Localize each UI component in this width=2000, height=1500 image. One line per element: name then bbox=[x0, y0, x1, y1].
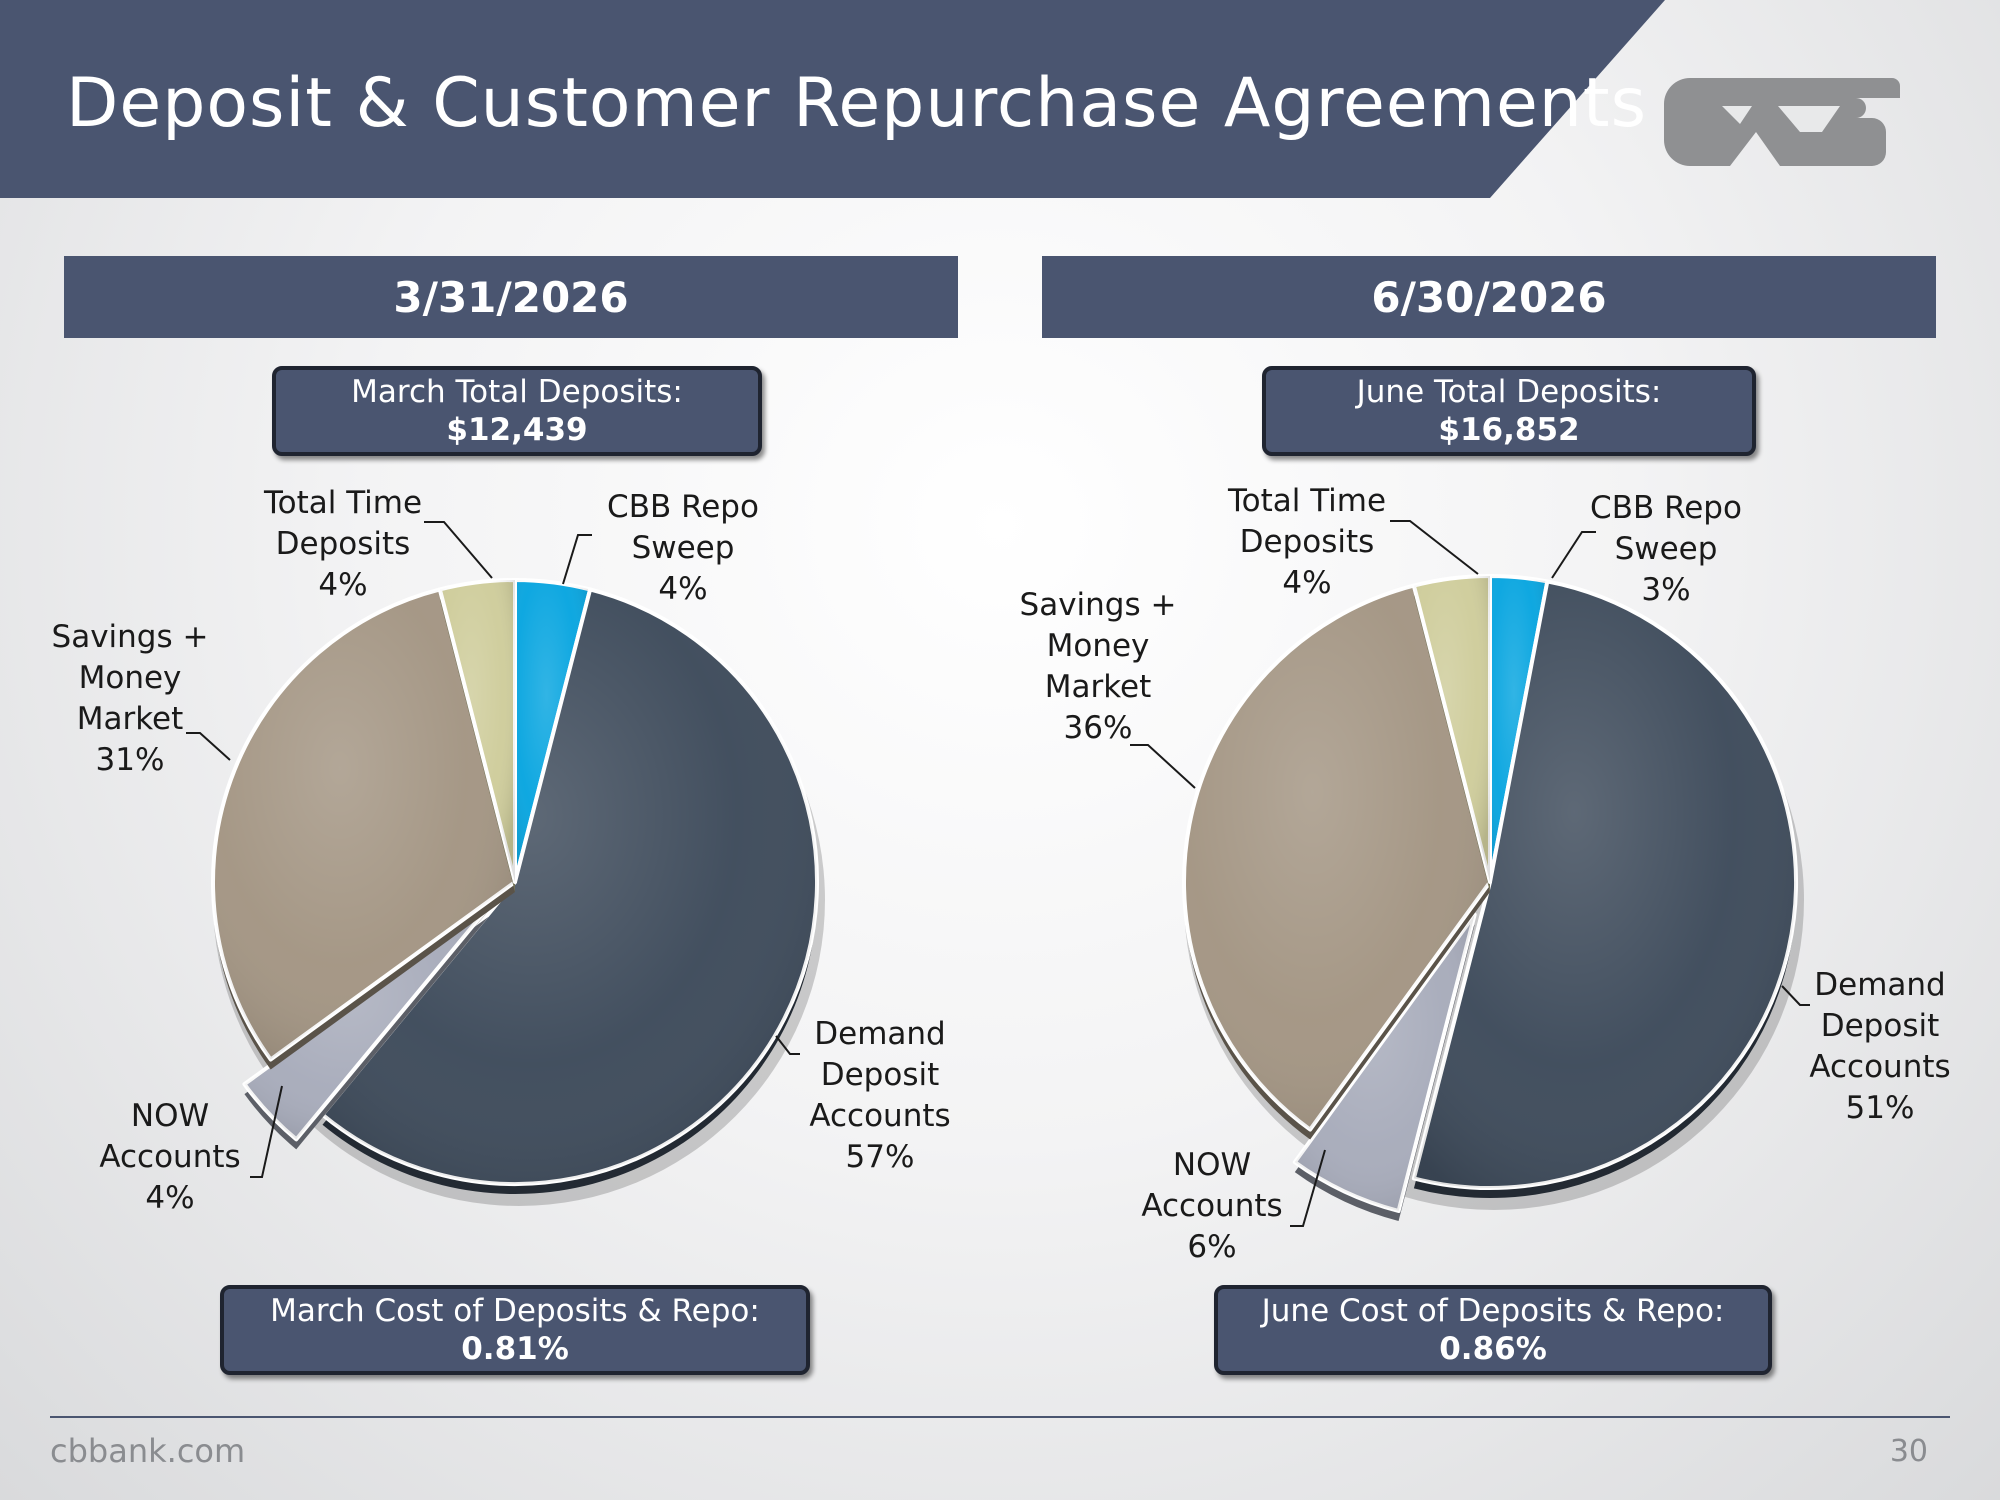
slice-label-time: Total Time Deposits 4% bbox=[263, 485, 422, 603]
slice-label-line: Accounts bbox=[99, 1139, 240, 1175]
header-band: Deposit & Customer Repurchase Agreements bbox=[0, 0, 2000, 200]
leader-line-time bbox=[1390, 520, 1479, 575]
leader-line-demand bbox=[1781, 985, 1810, 1006]
slice-label-line: Deposits bbox=[276, 526, 411, 562]
page-number: 30 bbox=[1889, 1434, 1928, 1469]
leader-line-demand bbox=[775, 1035, 800, 1055]
march-total-deposits-callout: March Total Deposits: $12,439 bbox=[272, 366, 762, 456]
bank-logo bbox=[1664, 78, 1900, 166]
march-pie-chart: CBB Repo Sweep 4% Demand Deposit Accounts 57% N… bbox=[52, 485, 951, 1216]
slice-label-line: Sweep bbox=[632, 530, 735, 566]
june-cost-value: 0.86% bbox=[1439, 1331, 1547, 1367]
pie-slice-sheen-time bbox=[439, 580, 515, 882]
slice-label-line: Total Time bbox=[263, 485, 422, 521]
march-total-value: $12,439 bbox=[446, 412, 588, 448]
slice-label-line: 51% bbox=[1846, 1090, 1915, 1126]
june-cost-callout: June Cost of Deposits & Repo: 0.86% bbox=[1214, 1285, 1772, 1375]
slice-label-line: 31% bbox=[96, 742, 165, 778]
march-cost-callout: March Cost of Deposits & Repo: 0.81% bbox=[220, 1285, 810, 1375]
slice-label-line: 57% bbox=[846, 1139, 915, 1175]
pie-slice-sheen-time bbox=[1413, 576, 1490, 882]
slice-label-line: Sweep bbox=[1615, 531, 1718, 567]
pie-slice-sheen-now bbox=[244, 906, 489, 1140]
slice-label-line: Demand bbox=[814, 1016, 945, 1052]
slice-label-line: Demand bbox=[1814, 967, 1945, 1003]
june-cost-label: June Cost of Deposits & Repo: bbox=[1261, 1293, 1725, 1329]
leader-line-savings bbox=[186, 732, 231, 761]
slice-label-line: Accounts bbox=[809, 1098, 950, 1134]
pie-slice-sheen-savings bbox=[1183, 585, 1490, 1130]
slice-label-line: 36% bbox=[1064, 710, 1133, 746]
pie-charts: CBB Repo Sweep 4% Demand Deposit Accounts 57% N… bbox=[52, 483, 1951, 1265]
panel-header-june: 6/30/2026 bbox=[1042, 256, 1936, 338]
june-total-value: $16,852 bbox=[1438, 412, 1580, 448]
june-pie-chart: CBB Repo Sweep 3% Demand Deposit Accounts 51% N… bbox=[1020, 483, 1951, 1265]
slice-label-line: Accounts bbox=[1809, 1049, 1950, 1085]
leader-line-now bbox=[1290, 1149, 1326, 1227]
logo-mark bbox=[1664, 78, 1900, 166]
slice-label-line: Savings + bbox=[52, 619, 209, 655]
slice-label-demand: Demand Deposit Accounts 51% bbox=[1809, 967, 1950, 1126]
june-total-deposits-callout: June Total Deposits: $16,852 bbox=[1262, 366, 1756, 456]
slice-label-line: 4% bbox=[318, 567, 367, 603]
slice-label-line: Market bbox=[77, 701, 184, 737]
march-total-label: March Total Deposits: bbox=[351, 374, 683, 410]
leader-line-repo bbox=[1551, 531, 1596, 579]
slice-label-line: 6% bbox=[1187, 1229, 1236, 1265]
pie-slice-sheen-demand bbox=[1413, 581, 1797, 1188]
slice-label-now: NOW Accounts 6% bbox=[1141, 1147, 1282, 1265]
slice-label-savings: Savings + Money Market 31% bbox=[52, 619, 209, 778]
leader-line-time bbox=[424, 521, 493, 579]
header-band-shape bbox=[0, 0, 1665, 198]
slice-label-line: Deposit bbox=[1821, 1008, 1940, 1044]
leader-line-repo bbox=[562, 534, 592, 585]
footer-divider bbox=[50, 1416, 1950, 1418]
slice-label-repo: CBB Repo Sweep 4% bbox=[607, 489, 759, 607]
leader-line-savings bbox=[1130, 744, 1196, 789]
panel-header-march: 3/31/2026 bbox=[64, 256, 958, 338]
slice-label-line: 3% bbox=[1641, 572, 1690, 608]
logo-notch bbox=[1708, 106, 1840, 132]
march-cost-value: 0.81% bbox=[461, 1331, 569, 1367]
slice-label-line: 4% bbox=[1282, 565, 1331, 601]
slice-label-line: Deposits bbox=[1240, 524, 1375, 560]
slice-label-line: NOW bbox=[131, 1098, 209, 1134]
slice-label-line: 4% bbox=[658, 571, 707, 607]
header-band-polygon bbox=[0, 0, 1665, 198]
footer-website-link[interactable]: cbbank.com bbox=[50, 1432, 246, 1470]
slice-label-repo: CBB Repo Sweep 3% bbox=[1590, 490, 1742, 608]
page-title: Deposit & Customer Repurchase Agreements bbox=[66, 64, 1647, 143]
slice-label-line: Money bbox=[1047, 628, 1150, 664]
slice-label-line: Deposit bbox=[821, 1057, 940, 1093]
slice-label-line: Money bbox=[79, 660, 182, 696]
slice-label-line: 4% bbox=[145, 1180, 194, 1216]
slice-label-now: NOW Accounts 4% bbox=[99, 1098, 240, 1216]
slice-label-time: Total Time Deposits 4% bbox=[1227, 483, 1386, 601]
slice-label-line: Market bbox=[1045, 669, 1152, 705]
slice-label-line: CBB Repo bbox=[607, 489, 759, 525]
slice-label-line: Accounts bbox=[1141, 1188, 1282, 1224]
march-cost-label: March Cost of Deposits & Repo: bbox=[270, 1293, 760, 1329]
leader-line-now bbox=[250, 1085, 283, 1178]
pie-slice-sheen-savings bbox=[213, 589, 516, 1060]
pie-slice-sheen-now bbox=[1294, 914, 1475, 1211]
pie-slice-sheen-demand bbox=[322, 589, 818, 1184]
slice-label-line: Savings + bbox=[1020, 587, 1177, 623]
slice-label-savings: Savings + Money Market 36% bbox=[1020, 587, 1177, 746]
slice-label-line: Total Time bbox=[1227, 483, 1386, 519]
slice-label-line: NOW bbox=[1173, 1147, 1251, 1183]
june-total-label: June Total Deposits: bbox=[1356, 374, 1662, 410]
slice-label-line: CBB Repo bbox=[1590, 490, 1742, 526]
slice-label-demand: Demand Deposit Accounts 57% bbox=[809, 1016, 950, 1175]
